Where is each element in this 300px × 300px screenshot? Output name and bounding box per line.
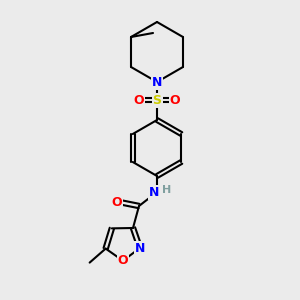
Text: S: S	[152, 94, 161, 106]
Text: N: N	[135, 242, 145, 254]
Text: N: N	[152, 76, 162, 88]
Text: O: O	[134, 94, 144, 106]
Text: O: O	[170, 94, 180, 106]
Text: N: N	[149, 185, 159, 199]
Text: O: O	[118, 254, 128, 267]
Text: O: O	[112, 196, 122, 208]
Text: H: H	[162, 185, 172, 195]
